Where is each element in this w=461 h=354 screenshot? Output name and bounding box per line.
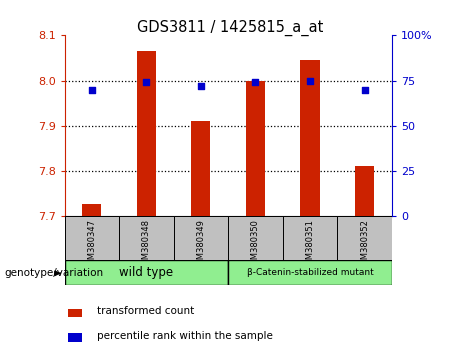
Bar [68,308,82,317]
Point [88,87,95,92]
Bar [337,216,392,260]
Text: GDS3811 / 1425815_a_at: GDS3811 / 1425815_a_at [137,19,324,36]
Bar [228,216,283,260]
Text: β-Catenin-stabilized mutant: β-Catenin-stabilized mutant [247,268,373,277]
Point [197,83,205,89]
Text: GSM380347: GSM380347 [87,219,96,270]
Point [142,80,150,85]
Bar [174,216,228,260]
Bar [82,204,101,216]
Point [252,80,259,85]
Bar [119,216,174,260]
Bar [246,80,265,216]
Point [361,87,368,92]
Text: percentile rank within the sample: percentile rank within the sample [97,331,273,341]
Text: GSM380349: GSM380349 [196,219,206,270]
Bar [355,166,374,216]
Bar [65,260,228,285]
Text: wild type: wild type [119,266,173,279]
Bar [68,333,82,342]
Bar [191,121,211,216]
Text: genotype/variation: genotype/variation [5,268,104,278]
Bar [301,60,319,216]
Bar [283,216,337,260]
Text: GSM380350: GSM380350 [251,219,260,270]
Bar [228,260,392,285]
Point [306,78,313,83]
Text: GSM380348: GSM380348 [142,219,151,270]
Text: GSM380351: GSM380351 [306,219,314,270]
Bar [137,51,156,216]
Text: transformed count: transformed count [97,306,195,316]
Text: GSM380352: GSM380352 [360,219,369,270]
Bar [65,216,119,260]
